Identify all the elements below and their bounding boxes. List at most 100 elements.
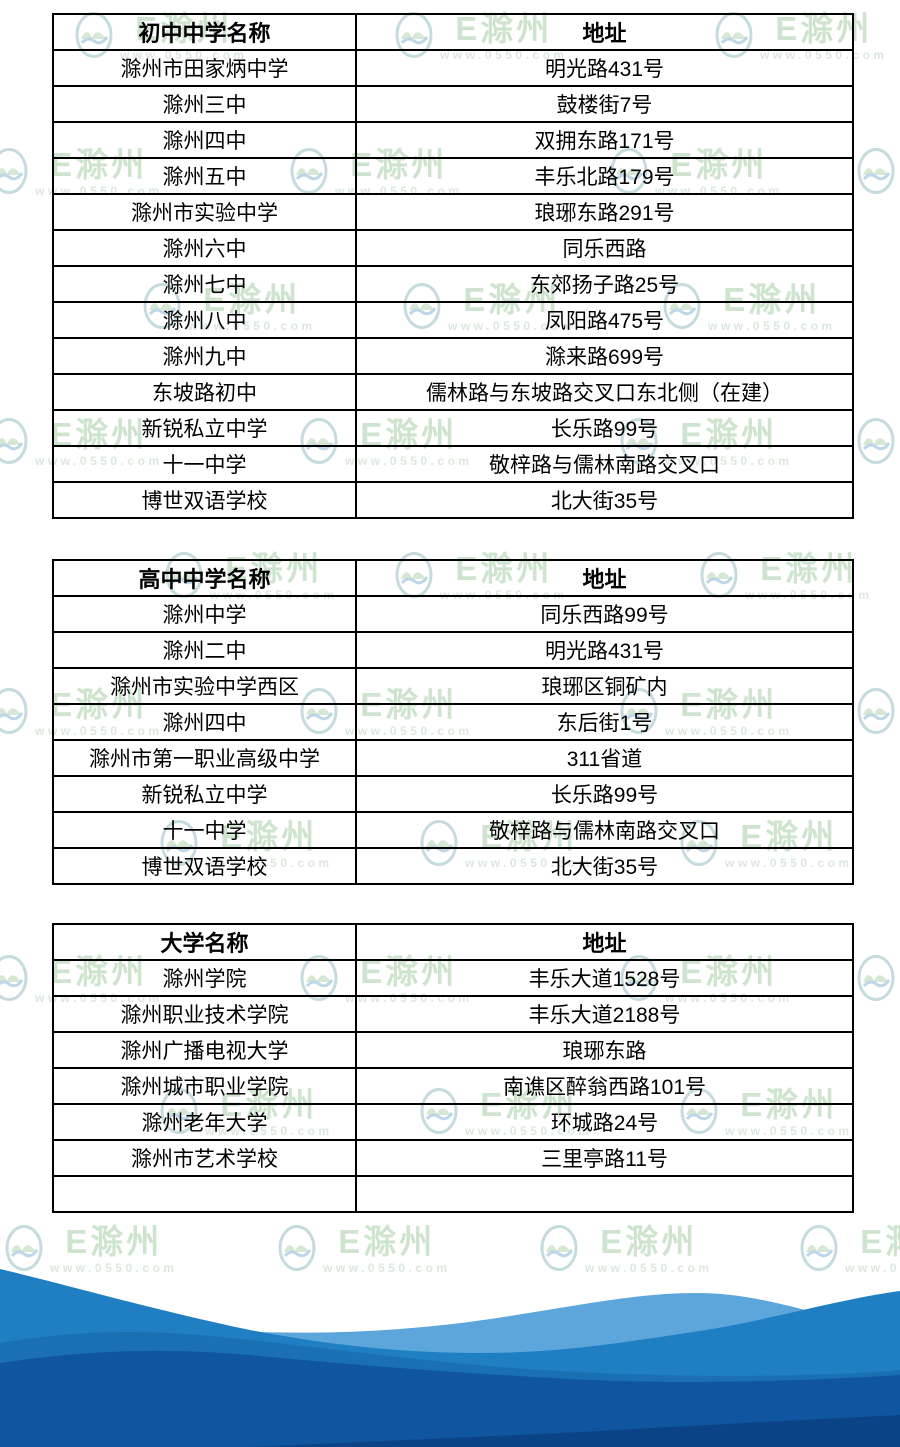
wave-glyph bbox=[862, 979, 891, 988]
school-name-cell: 滁州三中 bbox=[52, 85, 357, 123]
watermark: E滁州 www.0550.com bbox=[857, 418, 900, 467]
wave-glyph bbox=[283, 1249, 312, 1258]
column-header: 大学名称 bbox=[52, 923, 357, 961]
table-row: 滁州城市职业学院 南谯区醉翁西路101号 bbox=[52, 1067, 854, 1105]
wave-glyph bbox=[0, 172, 24, 181]
address-cell: 南谯区醉翁西路101号 bbox=[355, 1067, 854, 1105]
table-row: 滁州六中 同乐西路 bbox=[52, 229, 854, 267]
watermark: E滁州 www.0550.com bbox=[857, 955, 900, 1004]
school-name-cell: 滁州学院 bbox=[52, 959, 357, 997]
wave-glyph bbox=[10, 1249, 39, 1258]
brand-logo-icon bbox=[0, 955, 28, 1001]
mountain-glyph bbox=[806, 1245, 831, 1252]
mountain-glyph bbox=[863, 168, 888, 175]
address-cell: 环城路24号 bbox=[355, 1103, 854, 1141]
address-cell: 311省道 bbox=[355, 739, 854, 777]
school-name-cell: 博世双语学校 bbox=[52, 481, 357, 519]
address-cell: 东后街1号 bbox=[355, 703, 854, 741]
mountain-glyph bbox=[546, 1245, 571, 1252]
school-name-cell: 滁州四中 bbox=[52, 121, 357, 159]
table-row: 滁州学院 丰乐大道1528号 bbox=[52, 959, 854, 997]
address-cell: 丰乐大道1528号 bbox=[355, 959, 854, 997]
school-name-cell: 新锐私立中学 bbox=[52, 775, 357, 813]
table-row: 滁州五中 丰乐北路179号 bbox=[52, 157, 854, 195]
address-cell: 长乐路99号 bbox=[355, 775, 854, 813]
table-row: 滁州市实验中学 琅琊东路291号 bbox=[52, 193, 854, 231]
school-name-cell: 滁州九中 bbox=[52, 337, 357, 375]
header-row: 大学名称 地址 bbox=[52, 923, 854, 961]
table-row: 滁州四中 东后街1号 bbox=[52, 703, 854, 741]
column-header: 地址 bbox=[355, 559, 854, 597]
school-name-cell: 滁州四中 bbox=[52, 703, 357, 741]
watermark-brand-text: E滁州 bbox=[338, 1223, 436, 1260]
table-row: 滁州四中 双拥东路171号 bbox=[52, 121, 854, 159]
university-table: 大学名称 地址 滁州学院 丰乐大道1528号 滁州职业技术学院 丰乐大道2188号 滁州广播… bbox=[52, 923, 854, 1213]
address-cell: 东郊扬子路25号 bbox=[355, 265, 854, 303]
school-name-cell: 滁州市田家炳中学 bbox=[52, 49, 357, 87]
mountain-glyph bbox=[0, 438, 21, 445]
address-cell: 长乐路99号 bbox=[355, 409, 854, 447]
wave-glyph bbox=[545, 1249, 574, 1258]
address-cell: 儒林路与东坡路交叉口东北侧（在建） bbox=[355, 373, 854, 411]
header-row: 初中中学名称 地址 bbox=[52, 13, 854, 51]
school-name-cell: 滁州职业技术学院 bbox=[52, 995, 357, 1033]
table-row: 东坡路初中 儒林路与东坡路交叉口东北侧（在建） bbox=[52, 373, 854, 411]
address-cell: 凤阳路475号 bbox=[355, 301, 854, 339]
school-name-cell: 滁州七中 bbox=[52, 265, 357, 303]
address-cell: 北大街35号 bbox=[355, 481, 854, 519]
mountain-glyph bbox=[0, 975, 21, 982]
table-row: 滁州市第一职业高级中学 311省道 bbox=[52, 739, 854, 777]
table-row: 博世双语学校 北大街35号 bbox=[52, 847, 854, 885]
wave-navy-layer bbox=[250, 1415, 900, 1447]
address-cell: 鼓楼街7号 bbox=[355, 85, 854, 123]
brand-logo-icon bbox=[278, 1225, 316, 1271]
table-row: 博世双语学校 北大街35号 bbox=[52, 481, 854, 519]
school-name-cell: 滁州市实验中学西区 bbox=[52, 667, 357, 705]
table-row: 滁州九中 滁来路699号 bbox=[52, 337, 854, 375]
wave-decoration bbox=[0, 1269, 900, 1447]
watermark: E滁州 www.0550.com bbox=[857, 148, 900, 197]
column-header: 初中中学名称 bbox=[52, 13, 357, 51]
school-name-cell: 东坡路初中 bbox=[52, 373, 357, 411]
table-row bbox=[52, 1175, 854, 1213]
table-row: 滁州七中 东郊扬子路25号 bbox=[52, 265, 854, 303]
school-name-cell: 滁州城市职业学院 bbox=[52, 1067, 357, 1105]
table-row: 新锐私立中学 长乐路99号 bbox=[52, 775, 854, 813]
school-name-cell: 新锐私立中学 bbox=[52, 409, 357, 447]
brand-logo-icon bbox=[857, 688, 895, 734]
address-cell: 同乐西路99号 bbox=[355, 595, 854, 633]
table-row: 十一中学 敬梓路与儒林南路交叉口 bbox=[52, 445, 854, 483]
table-row: 滁州三中 鼓楼街7号 bbox=[52, 85, 854, 123]
school-name-cell: 滁州广播电视大学 bbox=[52, 1031, 357, 1069]
watermark-brand-text: E滁州 bbox=[65, 1223, 163, 1260]
column-header: 高中中学名称 bbox=[52, 559, 357, 597]
brand-logo-icon bbox=[800, 1225, 838, 1271]
school-name-cell: 滁州市实验中学 bbox=[52, 193, 357, 231]
brand-logo-icon bbox=[0, 688, 28, 734]
wave-glyph bbox=[0, 712, 24, 721]
table-row: 滁州二中 明光路431号 bbox=[52, 631, 854, 669]
address-cell: 丰乐北路179号 bbox=[355, 157, 854, 195]
table-row: 滁州市实验中学西区 琅琊区铜矿内 bbox=[52, 667, 854, 705]
wave-glyph bbox=[862, 442, 891, 451]
brand-logo-icon bbox=[540, 1225, 578, 1271]
watermark-brand-text: E滁州 bbox=[600, 1223, 698, 1260]
wave-glyph bbox=[0, 442, 24, 451]
school-name-cell: 滁州老年大学 bbox=[52, 1103, 357, 1141]
school-name-cell: 博世双语学校 bbox=[52, 847, 357, 885]
school-name-cell: 十一中学 bbox=[52, 811, 357, 849]
address-cell: 琅琊东路 bbox=[355, 1031, 854, 1069]
table-row: 滁州职业技术学院 丰乐大道2188号 bbox=[52, 995, 854, 1033]
address-cell: 敬梓路与儒林南路交叉口 bbox=[355, 811, 854, 849]
mountain-glyph bbox=[11, 1245, 36, 1252]
mountain-glyph bbox=[863, 975, 888, 982]
address-cell bbox=[355, 1175, 854, 1213]
address-cell: 琅琊区铜矿内 bbox=[355, 667, 854, 705]
address-cell: 滁来路699号 bbox=[355, 337, 854, 375]
brand-logo-icon bbox=[0, 148, 28, 194]
senior-high-table: 高中中学名称 地址 滁州中学 同乐西路99号 滁州二中 明光路431号 滁州市实验中学西区琅… bbox=[52, 559, 854, 885]
address-cell: 双拥东路171号 bbox=[355, 121, 854, 159]
school-name-cell: 滁州市第一职业高级中学 bbox=[52, 739, 357, 777]
wave-glyph bbox=[805, 1249, 834, 1258]
